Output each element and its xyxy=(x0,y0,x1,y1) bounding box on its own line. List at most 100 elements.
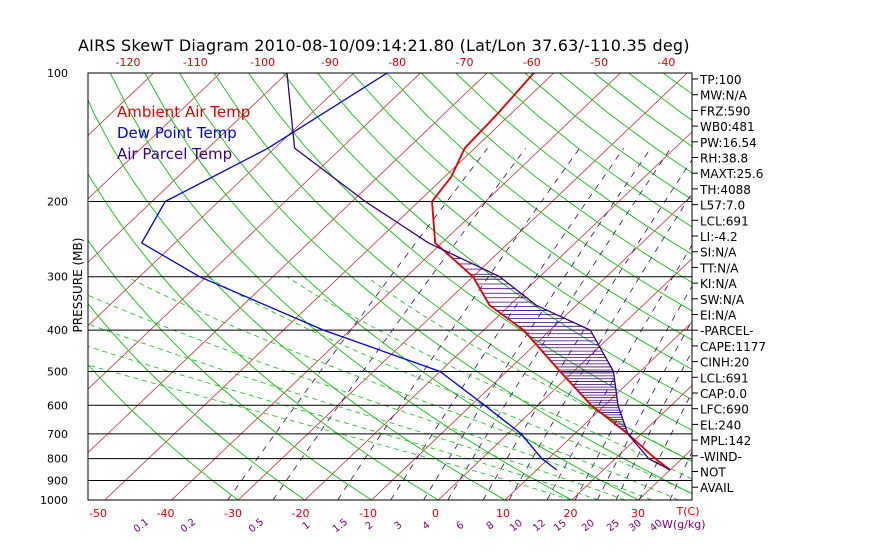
legend-entry: Dew Point Temp xyxy=(117,124,237,142)
index-label: SW:N/A xyxy=(700,293,745,307)
dry-adiabat-line xyxy=(88,302,306,500)
mixing-ratio-line xyxy=(669,450,692,500)
top-temp-tick-label: -40 xyxy=(657,56,675,69)
pressure-tick-label: 400 xyxy=(47,324,68,337)
dry-adiabat-line xyxy=(248,73,692,431)
index-label: CAP:0.0 xyxy=(700,387,747,401)
pressure-tick-label: 100 xyxy=(47,67,68,80)
top-temp-tick-label: -90 xyxy=(321,56,339,69)
mixing-ratio-line xyxy=(272,147,526,500)
pressure-tick-label: 800 xyxy=(47,453,68,466)
moist-adiabat-line xyxy=(88,346,599,500)
dry-adiabat-line xyxy=(524,73,692,201)
moist-adiabat-line xyxy=(88,323,626,500)
y-axis-label: PRESSURE (MB) xyxy=(71,238,85,333)
moist-adiabat-line xyxy=(366,276,692,463)
index-label: MPL:142 xyxy=(700,434,751,448)
mixing-ratio-tick-label: 1 xyxy=(301,520,313,533)
isotherm-line xyxy=(571,385,692,500)
index-label: L57:7.0 xyxy=(700,199,745,213)
index-label: CAPE:1177 xyxy=(700,340,766,354)
bottom-temp-tick-label: -40 xyxy=(157,507,175,520)
mixing-ratio-tick-label: 30 xyxy=(627,518,644,535)
index-label: -PARCEL- xyxy=(700,324,754,338)
isotherm-line xyxy=(772,73,870,500)
pressure-tick-label: 500 xyxy=(47,365,68,378)
mixing-ratio-tick-label: 1.5 xyxy=(331,517,350,535)
bottom-temp-tick-label: -30 xyxy=(224,507,242,520)
index-label: TT:N/A xyxy=(699,261,739,275)
mixing-ratio-line xyxy=(423,147,652,500)
moist-adiabat-line xyxy=(286,276,692,480)
dry-adiabat-line xyxy=(317,73,692,370)
chart-title: AIRS SkewT Diagram 2010-08-10/09:14:21.8… xyxy=(78,36,690,55)
isotherm-line xyxy=(371,194,692,500)
parcel-temp-line xyxy=(286,72,671,471)
index-label: EI:N/A xyxy=(700,309,737,323)
mixing-ratio-tick-label: 3 xyxy=(393,520,405,533)
isotherm-line xyxy=(88,73,354,327)
index-label: LI:-4.2 xyxy=(700,230,738,244)
index-label: CINH:20 xyxy=(700,356,749,370)
mixing-ratio-line xyxy=(447,147,671,500)
moist-adiabat-line xyxy=(126,276,679,500)
bottom-temp-tick-label: 20 xyxy=(564,507,578,520)
bottom-temp-tick-label: 30 xyxy=(631,507,645,520)
index-label: LFC:690 xyxy=(700,403,749,417)
dry-adiabat-line xyxy=(420,73,692,283)
index-label: LCL:691 xyxy=(700,214,749,228)
dry-adiabat-line xyxy=(88,239,372,500)
isotherm-line xyxy=(504,321,692,500)
index-label: PW:16.54 xyxy=(700,136,757,150)
dry-adiabat-line xyxy=(767,73,870,500)
index-label: MW:N/A xyxy=(700,89,748,103)
index-label: MAXT:25.6 xyxy=(700,167,763,181)
mixing-ratio-tick-label: 0.5 xyxy=(247,517,266,535)
mixing-ratio-tick-label: 8 xyxy=(485,520,497,533)
index-label: TP:100 xyxy=(699,73,742,87)
index-label: AVAIL xyxy=(700,481,734,495)
mixing-ratio-unit-label: W(g/kg) xyxy=(662,518,706,531)
dry-adiabat-line xyxy=(282,73,692,400)
dry-adiabat-line xyxy=(213,73,692,462)
mixing-ratio-tick-label: 0.1 xyxy=(132,517,151,535)
index-label: KI:N/A xyxy=(700,277,737,291)
top-temp-tick-label: -80 xyxy=(388,56,406,69)
isotherm-line xyxy=(104,73,555,500)
bottom-temp-tick-label: -50 xyxy=(89,507,107,520)
dewpoint-line xyxy=(140,72,558,471)
bottom-temp-tick-label: -10 xyxy=(359,507,377,520)
legend-entry: Ambient Air Temp xyxy=(117,103,250,121)
mixing-ratio-tick-label: 12 xyxy=(531,518,548,535)
dry-adiabat-line xyxy=(88,172,439,500)
mixing-ratio-tick-label: 0.2 xyxy=(179,517,198,535)
mixing-ratio-line xyxy=(508,192,692,500)
pressure-tick-label: 900 xyxy=(47,474,68,487)
isotherm-line xyxy=(88,73,488,454)
plot-frame xyxy=(87,72,693,501)
index-label: -WIND- xyxy=(700,450,742,464)
isotherm-line xyxy=(88,73,421,390)
dry-adiabat-line xyxy=(88,99,506,500)
top-temp-tick-label: -110 xyxy=(183,56,208,69)
mixing-ratio-line xyxy=(337,147,580,500)
dry-adiabat-line xyxy=(88,364,239,500)
moist-adiabat-line xyxy=(206,276,692,495)
pressure-tick-label: 600 xyxy=(47,399,68,412)
mixing-ratio-tick-label: 20 xyxy=(580,518,597,535)
mixing-ratio-tick-label: 4 xyxy=(421,520,433,533)
dry-adiabat-line xyxy=(144,73,639,500)
mixing-ratio-line xyxy=(747,148,870,500)
isotherm-line xyxy=(88,73,288,263)
isotherm-line xyxy=(839,73,870,500)
pressure-tick-label: 700 xyxy=(47,428,68,441)
index-label: NOT xyxy=(700,466,726,480)
index-label: FRZ:590 xyxy=(700,104,750,118)
pressure-tick-label: 200 xyxy=(47,196,68,209)
moist-adiabat-line xyxy=(88,364,572,500)
dry-adiabat-line xyxy=(455,73,692,255)
isotherm-line xyxy=(171,73,621,500)
temp-unit-label: T(C) xyxy=(676,505,700,518)
pressure-tick-label: 1000 xyxy=(40,494,68,507)
